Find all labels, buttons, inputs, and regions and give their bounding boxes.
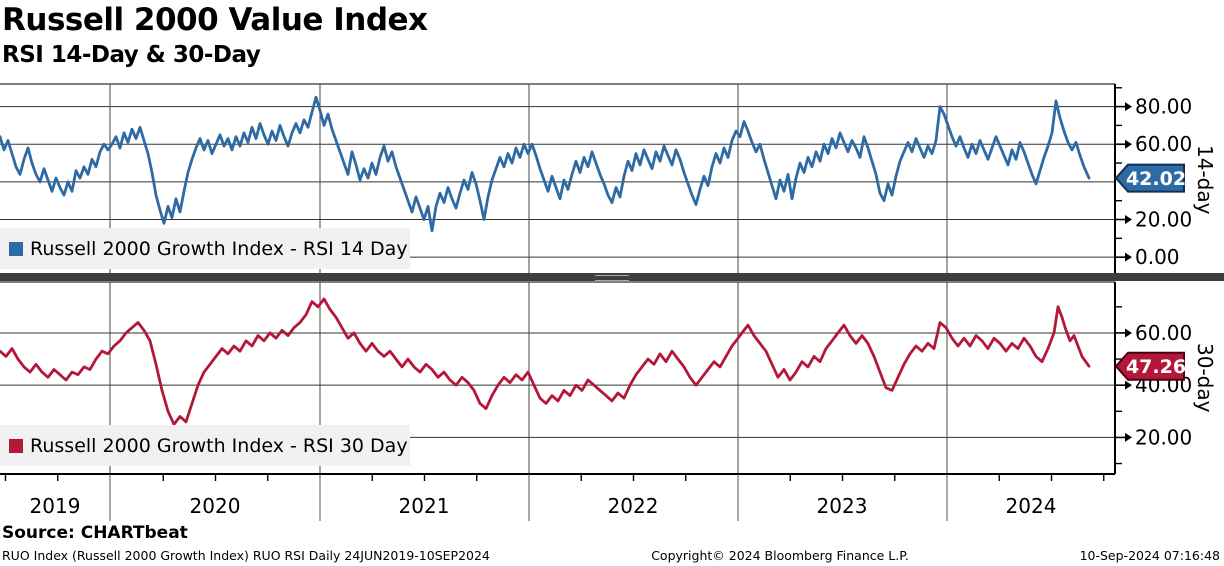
rsi14-legend-label: Russell 2000 Growth Index - RSI 14 Day <box>30 237 408 260</box>
y-tick-arrow-icon <box>1125 215 1132 225</box>
rsi14-last-value-label: 42.02 <box>1126 168 1186 190</box>
rsi30-last-value-tag <box>1114 351 1185 381</box>
year-label-2019: 2019 <box>30 494 81 518</box>
y-tick-arrow-icon <box>1125 432 1132 442</box>
source-line: Source: CHARTbeat <box>2 523 188 543</box>
axis-label-30-day: 30-day <box>1193 343 1217 413</box>
panel-splitter[interactable] <box>0 273 1224 281</box>
y-tick-label: 20.00 <box>1135 425 1192 449</box>
y-tick-label: 20.00 <box>1135 208 1192 232</box>
year-label-2023: 2023 <box>817 494 868 518</box>
chart-subtitle: RSI 14-Day & 30-Day <box>2 42 261 68</box>
year-label-2022: 2022 <box>608 494 659 518</box>
legend-rsi14: Russell 2000 Growth Index - RSI 14 Day <box>0 228 410 269</box>
y-tick-arrow-icon <box>1125 328 1132 338</box>
legend-rsi30: Russell 2000 Growth Index - RSI 30 Day <box>0 425 410 466</box>
y-tick-arrow-icon <box>1125 252 1132 262</box>
y-tick-label: 60.00 <box>1135 132 1192 156</box>
y-tick-label: 0.00 <box>1135 245 1180 269</box>
y-tick-label: 80.00 <box>1135 95 1192 119</box>
rsi30-series-line <box>0 297 1091 426</box>
y-tick-arrow-icon <box>1125 380 1132 390</box>
rsi30-last-value-label: 47.26 <box>1126 356 1186 378</box>
footer-timestamp: 10-Sep-2024 07:16:48 <box>1079 548 1220 563</box>
chart-title: Russell 2000 Value Index <box>2 2 428 38</box>
rsi30-legend-swatch-icon <box>9 438 23 453</box>
axis-label-14-day: 14-day <box>1193 145 1217 215</box>
y-tick-arrow-icon <box>1125 102 1132 112</box>
y-tick-label: 60.00 <box>1135 321 1192 345</box>
year-label-2020: 2020 <box>190 494 241 518</box>
footer-ticker-info: RUO Index (Russell 2000 Growth Index) RU… <box>2 548 490 563</box>
rsi14-last-value-tag <box>1114 163 1185 193</box>
y-tick-arrow-icon <box>1125 139 1132 149</box>
splitter-grip-icon[interactable] <box>595 275 629 281</box>
year-label-2024: 2024 <box>1006 494 1057 518</box>
rsi14-legend-swatch-icon <box>9 241 23 256</box>
rsi14-series-line <box>0 95 1091 233</box>
footer-copyright: Copyright© 2024 Bloomberg Finance L.P. <box>651 548 909 563</box>
year-label-2021: 2021 <box>399 494 450 518</box>
rsi30-legend-label: Russell 2000 Growth Index - RSI 30 Day <box>30 434 408 457</box>
